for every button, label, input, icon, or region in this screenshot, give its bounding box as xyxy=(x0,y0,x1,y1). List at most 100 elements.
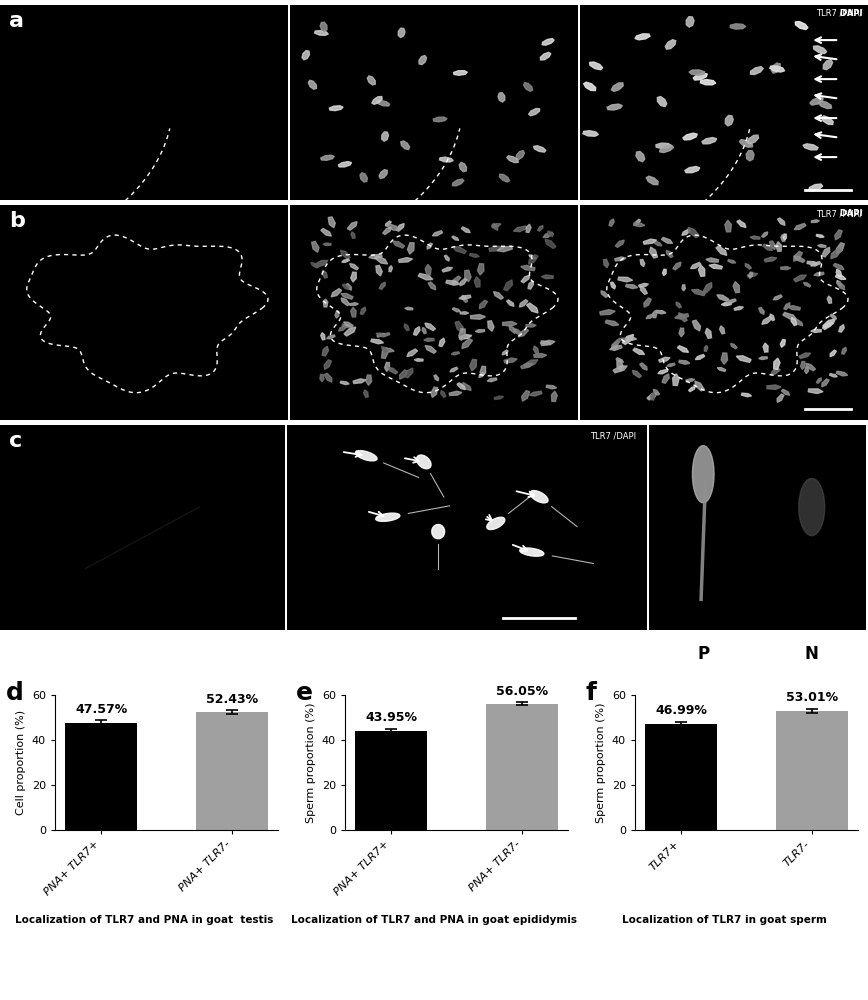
Polygon shape xyxy=(320,155,334,160)
Text: TLR7 /DAPI: TLR7 /DAPI xyxy=(590,431,636,440)
Polygon shape xyxy=(759,357,767,360)
Polygon shape xyxy=(679,360,690,364)
Polygon shape xyxy=(459,335,472,339)
Bar xyxy=(645,724,717,830)
Polygon shape xyxy=(446,280,460,285)
Polygon shape xyxy=(763,343,768,352)
Polygon shape xyxy=(434,375,438,381)
Polygon shape xyxy=(770,314,774,321)
Polygon shape xyxy=(636,151,645,162)
Polygon shape xyxy=(325,373,332,382)
Polygon shape xyxy=(379,170,387,179)
Polygon shape xyxy=(523,83,533,91)
Polygon shape xyxy=(371,339,384,344)
Polygon shape xyxy=(821,116,833,124)
Polygon shape xyxy=(657,97,667,107)
Text: b: b xyxy=(9,211,24,231)
Polygon shape xyxy=(396,223,404,231)
Polygon shape xyxy=(340,381,349,385)
Polygon shape xyxy=(424,323,436,331)
Polygon shape xyxy=(703,283,712,293)
Polygon shape xyxy=(480,366,486,376)
Polygon shape xyxy=(433,117,447,122)
Polygon shape xyxy=(809,184,823,191)
Polygon shape xyxy=(617,338,625,341)
Polygon shape xyxy=(717,295,729,301)
Polygon shape xyxy=(407,349,418,357)
Polygon shape xyxy=(694,73,707,80)
Text: a: a xyxy=(9,11,23,31)
Polygon shape xyxy=(583,131,598,136)
Polygon shape xyxy=(836,371,847,376)
Polygon shape xyxy=(462,295,468,302)
Polygon shape xyxy=(634,223,645,227)
Polygon shape xyxy=(683,133,697,140)
Text: f: f xyxy=(586,681,597,705)
Polygon shape xyxy=(351,307,356,317)
Polygon shape xyxy=(808,389,823,394)
Polygon shape xyxy=(667,250,673,258)
Polygon shape xyxy=(372,97,382,104)
Polygon shape xyxy=(842,347,846,354)
Polygon shape xyxy=(823,322,832,329)
Polygon shape xyxy=(453,247,466,254)
Polygon shape xyxy=(749,272,753,278)
Polygon shape xyxy=(545,239,556,248)
Polygon shape xyxy=(794,256,805,262)
Polygon shape xyxy=(427,243,432,249)
Polygon shape xyxy=(404,368,413,378)
Polygon shape xyxy=(615,257,626,261)
Text: c: c xyxy=(9,431,22,451)
Polygon shape xyxy=(321,333,325,340)
Polygon shape xyxy=(311,263,319,268)
Bar xyxy=(486,704,558,830)
Polygon shape xyxy=(633,348,645,355)
Polygon shape xyxy=(603,259,608,268)
Polygon shape xyxy=(302,51,310,60)
Polygon shape xyxy=(360,173,367,182)
Text: Localization of TLR7 and PNA in goat epididymis: Localization of TLR7 and PNA in goat epi… xyxy=(291,915,577,925)
Polygon shape xyxy=(388,367,398,374)
Polygon shape xyxy=(613,366,628,373)
Polygon shape xyxy=(470,359,477,371)
Polygon shape xyxy=(492,223,497,230)
Polygon shape xyxy=(487,378,497,382)
Polygon shape xyxy=(401,141,410,150)
Polygon shape xyxy=(342,324,351,328)
Polygon shape xyxy=(547,231,553,237)
Polygon shape xyxy=(622,334,634,344)
Polygon shape xyxy=(526,224,531,232)
Polygon shape xyxy=(818,245,826,247)
Polygon shape xyxy=(727,260,736,263)
Polygon shape xyxy=(762,317,773,324)
Polygon shape xyxy=(414,359,423,361)
Polygon shape xyxy=(685,167,700,173)
Polygon shape xyxy=(777,394,784,402)
Polygon shape xyxy=(527,303,538,313)
Polygon shape xyxy=(695,381,704,391)
Bar xyxy=(196,712,268,830)
Polygon shape xyxy=(795,319,803,326)
Polygon shape xyxy=(351,232,355,238)
Text: 53.01%: 53.01% xyxy=(786,691,838,704)
Polygon shape xyxy=(746,151,754,161)
Polygon shape xyxy=(460,312,469,314)
Polygon shape xyxy=(773,295,782,300)
Polygon shape xyxy=(835,230,842,240)
Polygon shape xyxy=(494,292,503,299)
Polygon shape xyxy=(534,146,546,152)
Polygon shape xyxy=(516,151,524,159)
Polygon shape xyxy=(474,277,480,287)
Polygon shape xyxy=(640,363,648,370)
Polygon shape xyxy=(529,391,542,396)
Polygon shape xyxy=(451,352,459,355)
Polygon shape xyxy=(507,156,518,163)
Polygon shape xyxy=(543,232,554,237)
Polygon shape xyxy=(747,273,758,277)
Polygon shape xyxy=(770,241,776,250)
Polygon shape xyxy=(541,341,551,344)
Polygon shape xyxy=(491,224,501,228)
Polygon shape xyxy=(653,311,657,318)
Polygon shape xyxy=(827,296,832,303)
Polygon shape xyxy=(509,326,516,333)
